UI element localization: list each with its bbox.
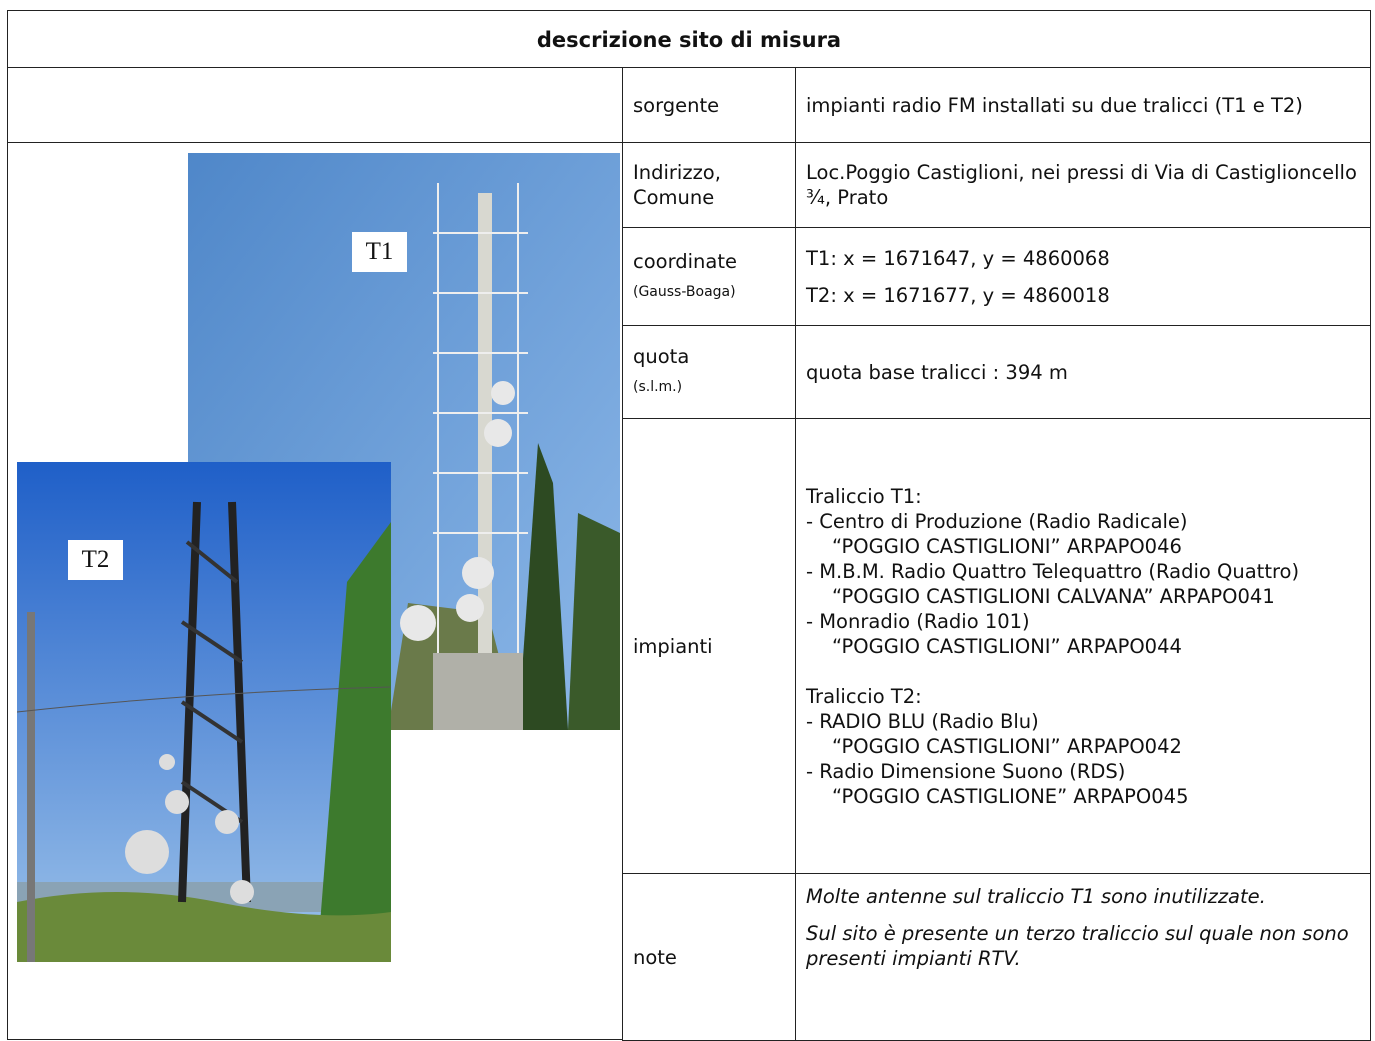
row-sublabel: (Gauss-Boaga)	[633, 280, 787, 305]
value-line: T1: x = 1671647, y = 4860068	[806, 246, 1362, 271]
row-label: sorgente	[633, 93, 787, 118]
item-code: “POGGIO CASTIGLIONE” ARPAPO045	[806, 784, 1362, 809]
label-wrap: Indirizzo, Comune	[633, 143, 787, 227]
row-label: coordinate	[633, 249, 787, 274]
value-cell: quota base tralicci : 394 m	[795, 325, 1371, 419]
label-cell: sorgente	[622, 67, 796, 143]
row-label: note	[633, 945, 787, 970]
label-cell: coordinate (Gauss-Boaga)	[622, 227, 796, 326]
value-line: quota base tralicci : 394 m	[806, 360, 1362, 385]
item-name: - Centro di Produzione (Radio Radicale)	[806, 509, 1362, 534]
left-cell	[7, 67, 623, 143]
item-code: “POGGIO CASTIGLIONI” ARPAPO046	[806, 534, 1362, 559]
value-cell: Loc.Poggio Castiglioni, nei pressi di Vi…	[795, 142, 1371, 228]
row-label: impianti	[633, 634, 787, 659]
value-line: impianti radio FM installati su due tral…	[806, 93, 1362, 118]
label-wrap: quota (s.l.m.)	[633, 326, 787, 418]
label-wrap: sorgente	[633, 68, 787, 142]
label-cell: note	[622, 873, 796, 1041]
item-name: - M.B.M. Radio Quattro Telequattro (Radi…	[806, 559, 1362, 584]
value-wrap: Loc.Poggio Castiglioni, nei pressi di Vi…	[806, 143, 1362, 227]
value-cell: impianti radio FM installati su due tral…	[795, 67, 1371, 143]
label-cell: Indirizzo, Comune	[622, 142, 796, 228]
title-cell: descrizione sito di misura	[7, 10, 1371, 68]
label-wrap: note	[633, 874, 787, 1040]
item-name: - Monradio (Radio 101)	[806, 609, 1362, 634]
value-wrap: T1: x = 1671647, y = 4860068 T2: x = 1671…	[806, 228, 1362, 325]
label-wrap: impianti	[633, 419, 787, 873]
block-heading: Traliccio T2:	[806, 684, 1362, 709]
label-cell: impianti	[622, 418, 796, 874]
value-line: Loc.Poggio Castiglioni, nei pressi di Vi…	[806, 160, 1362, 210]
item-code: “POGGIO CASTIGLIONI CALVANA” ARPAPO041	[806, 584, 1362, 609]
row-sublabel: (s.l.m.)	[633, 375, 787, 400]
value-wrap: quota base tralicci : 394 m	[806, 326, 1362, 418]
value-wrap: Molte antenne sul traliccio T1 sono inut…	[806, 874, 1362, 1040]
value-cell: T1: x = 1671647, y = 4860068 T2: x = 1671…	[795, 227, 1371, 326]
value-cell: Traliccio T1:- Centro di Produzione (Rad…	[795, 418, 1371, 874]
photo-cell	[7, 142, 623, 1040]
item-name: - Radio Dimensione Suono (RDS)	[806, 759, 1362, 784]
note: Molte antenne sul traliccio T1 sono inut…	[806, 884, 1362, 909]
value-wrap: Traliccio T1:- Centro di Produzione (Rad…	[806, 419, 1362, 873]
label-cell: quota (s.l.m.)	[622, 325, 796, 419]
note: Sul sito è presente un terzo traliccio s…	[806, 921, 1362, 971]
page: descrizione sito di misura T1 T2 (() => …	[0, 0, 1375, 1010]
item-code: “POGGIO CASTIGLIONI” ARPAPO044	[806, 634, 1362, 659]
label-wrap: coordinate (Gauss-Boaga)	[633, 228, 787, 325]
row-label: quota	[633, 344, 787, 369]
value-wrap: impianti radio FM installati su due tral…	[806, 68, 1362, 142]
row-label: Indirizzo, Comune	[633, 160, 787, 210]
value-cell: Molte antenne sul traliccio T1 sono inut…	[795, 873, 1371, 1041]
item-name: - RADIO BLU (Radio Blu)	[806, 709, 1362, 734]
value-line: T2: x = 1671677, y = 4860018	[806, 283, 1362, 308]
item-code: “POGGIO CASTIGLIONI” ARPAPO042	[806, 734, 1362, 759]
title: descrizione sito di misura	[8, 28, 1370, 53]
block-heading: Traliccio T1:	[806, 484, 1362, 509]
